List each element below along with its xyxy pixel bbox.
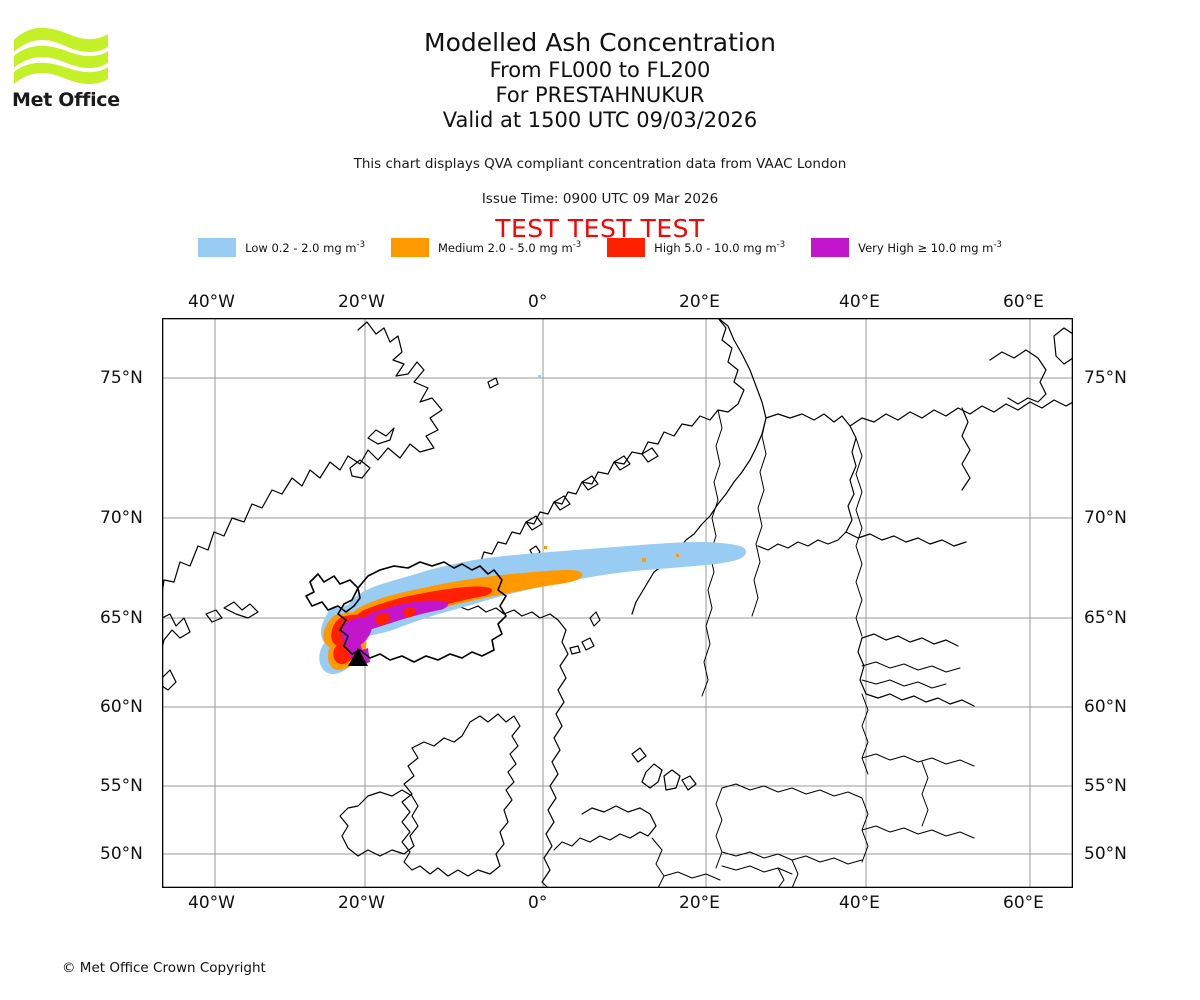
ash-speck [676, 554, 679, 557]
ash-concentration-map[interactable] [162, 318, 1073, 888]
legend-swatch-low [198, 238, 237, 257]
lon-label-top-20W: 20°W [338, 292, 385, 312]
plume-gap-2 [403, 607, 417, 618]
legend-swatch-medium [390, 238, 429, 257]
lat-label-right-65N: 65°N [1084, 608, 1127, 628]
concentration-legend: Low 0.2 - 2.0 mg m-3 Medium 2.0 - 5.0 mg… [0, 238, 1200, 257]
lat-label-left-50N: 50°N [100, 844, 143, 864]
lon-label-top-60E: 60°E [1003, 292, 1044, 312]
map-frame [162, 318, 1073, 888]
legend-label-very-high: Very High ≥ 10.0 mg m-3 [858, 240, 1002, 255]
lat-label-left-70N: 70°N [100, 508, 143, 528]
map-background [162, 318, 1073, 888]
lon-label-top-40W: 40°W [188, 292, 235, 312]
legend-swatch-very-high [811, 238, 850, 257]
lon-label-bottom-20E: 20°E [679, 893, 720, 913]
legend-label-low: Low 0.2 - 2.0 mg m-3 [245, 240, 365, 255]
plume-gap-1 [375, 613, 391, 625]
lon-label-bottom-40E: 40°E [839, 893, 880, 913]
lon-label-top-40E: 40°E [839, 292, 880, 312]
met-office-waves-icon [14, 27, 108, 84]
legend-item-medium: Medium 2.0 - 5.0 mg m-3 [390, 238, 582, 257]
lon-label-top-0: 0° [528, 292, 548, 312]
lat-label-left-65N: 65°N [100, 608, 143, 628]
legend-item-very-high: Very High ≥ 10.0 mg m-3 [811, 238, 1002, 257]
copyright-notice: © Met Office Crown Copyright [62, 960, 266, 976]
legend-item-high: High 5.0 - 10.0 mg m-3 [607, 238, 785, 257]
legend-label-high: High 5.0 - 10.0 mg m-3 [654, 240, 786, 255]
lat-label-left-55N: 55°N [100, 776, 143, 796]
qva-note: This chart displays QVA compliant concen… [353, 156, 847, 172]
met-office-logo: Met Office [12, 22, 124, 111]
lat-label-right-70N: 70°N [1084, 508, 1127, 528]
title-valid-time: Valid at 1500 UTC 09/03/2026 [442, 108, 758, 132]
coastlines [162, 318, 1073, 888]
title-volcano-name: For PRESTAHNUKUR [495, 83, 705, 107]
issue-time: Issue Time: 0900 UTC 09 Mar 2026 [481, 191, 719, 207]
iceland-coastline-overlay [305, 561, 507, 663]
lat-label-left-75N: 75°N [100, 368, 143, 388]
met-office-wordmark: Met Office [12, 89, 120, 111]
lon-label-bottom-0: 0° [528, 893, 548, 913]
lon-label-bottom-20W: 20°W [338, 893, 385, 913]
test-banner: TEST TEST TEST [495, 214, 705, 243]
ash-speck [544, 546, 547, 549]
map-canvas [162, 318, 1073, 888]
lat-label-left-60N: 60°N [100, 697, 143, 717]
ash-speck [642, 558, 646, 562]
lat-label-right-75N: 75°N [1084, 368, 1127, 388]
ash-speck [538, 375, 541, 378]
legend-item-low: Low 0.2 - 2.0 mg m-3 [198, 238, 365, 257]
lat-label-right-50N: 50°N [1084, 844, 1127, 864]
lat-label-right-60N: 60°N [1084, 697, 1127, 717]
lat-label-right-55N: 55°N [1084, 776, 1127, 796]
legend-label-medium: Medium 2.0 - 5.0 mg m-3 [437, 240, 582, 255]
volcano-source-marker [348, 648, 368, 666]
chart-title-block: Modelled Ash Concentration From FL000 to… [0, 28, 1200, 133]
title-flight-levels: From FL000 to FL200 [489, 58, 711, 82]
legend-swatch-high [607, 238, 646, 257]
ash-plume-low [335, 542, 747, 638]
graticule [162, 318, 1073, 888]
lon-label-top-20E: 20°E [679, 292, 720, 312]
lon-label-bottom-60E: 60°E [1003, 893, 1044, 913]
lon-label-bottom-40W: 40°W [188, 893, 235, 913]
page-title: Modelled Ash Concentration [424, 28, 776, 57]
